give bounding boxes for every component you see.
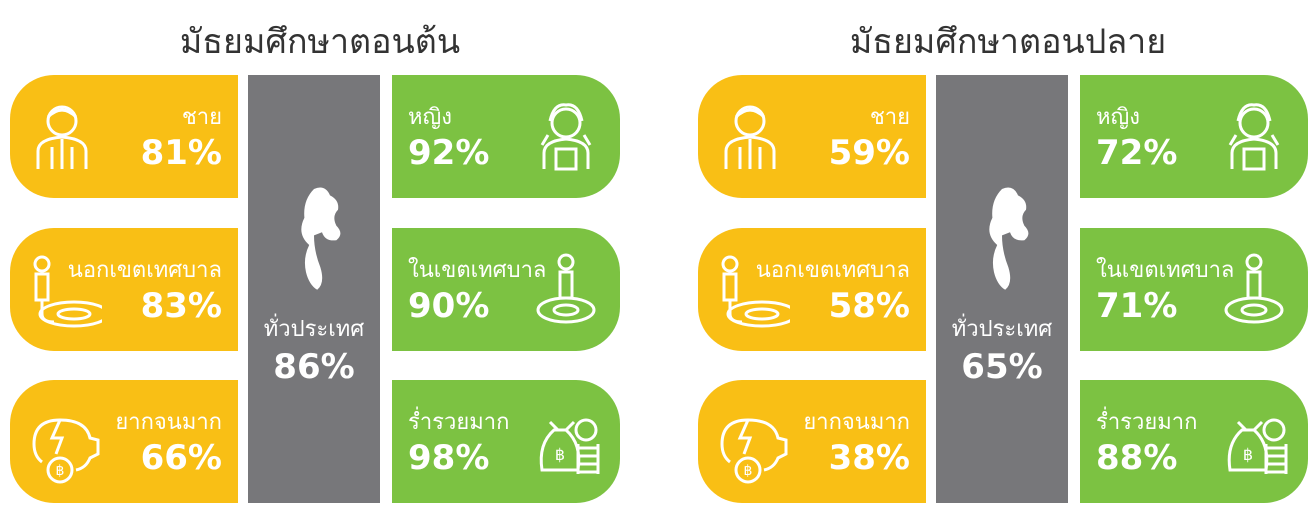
panel-title: มัธยมศึกษาตอนต้น <box>179 22 461 62</box>
national-column: ทั่วประเทศ 65% <box>936 75 1068 503</box>
right-card: ร่ำรวยมาก 98% ฿ <box>392 380 620 503</box>
icon <box>989 187 1029 290</box>
icon: ฿ <box>539 418 600 474</box>
card-label: ชาย <box>181 105 222 130</box>
card-label: ในเขตเทศบาล <box>408 258 547 283</box>
card-value: 71% <box>1096 286 1178 326</box>
card-value: 66% <box>140 438 222 478</box>
card-value: 59% <box>828 133 910 173</box>
card-label: นอกเขตเทศบาล <box>67 258 222 283</box>
national-value: 86% <box>273 347 355 387</box>
icon: ฿ <box>1227 418 1288 474</box>
card-value: 83% <box>140 286 222 326</box>
card-label: หญิง <box>408 105 452 130</box>
icon <box>36 105 88 169</box>
card-label: ร่ำรวยมาก <box>1096 410 1198 435</box>
svg-text:฿: ฿ <box>1243 445 1253 464</box>
icon <box>33 255 102 328</box>
icon <box>721 255 790 328</box>
left-card: นอกเขตเทศบาล 58% <box>698 228 926 351</box>
card-label: ในเขตเทศบาล <box>1096 258 1235 283</box>
icon <box>1228 103 1280 171</box>
icon: ฿ <box>32 418 100 484</box>
right-card: หญิง 92% <box>392 75 620 198</box>
icon <box>1224 253 1284 324</box>
card-label: ยากจนมาก <box>803 410 910 435</box>
left-card: ชาย 81% <box>10 75 238 198</box>
card-label: ร่ำรวยมาก <box>408 410 510 435</box>
national-label: ทั่วประเทศ <box>263 317 365 342</box>
card-value: 98% <box>408 438 490 478</box>
national-column: ทั่วประเทศ 86% <box>248 75 380 503</box>
card-value: 90% <box>408 286 490 326</box>
right-card: ในเขตเทศบาล 90% <box>392 228 620 351</box>
national-value: 65% <box>961 347 1043 387</box>
left-card: นอกเขตเทศบาล 83% <box>10 228 238 351</box>
icon <box>536 253 596 324</box>
card-value: 92% <box>408 133 490 173</box>
icon <box>724 105 776 169</box>
icon: ฿ <box>720 418 788 484</box>
left-card: ยากจนมาก 38% ฿ <box>698 380 926 503</box>
card-label: หญิง <box>1096 105 1140 130</box>
svg-text:฿: ฿ <box>744 463 753 479</box>
national-label: ทั่วประเทศ <box>951 317 1053 342</box>
right-card: หญิง 72% <box>1080 75 1308 198</box>
right-card: ในเขตเทศบาล 71% <box>1080 228 1308 351</box>
svg-text:฿: ฿ <box>56 463 65 479</box>
icon <box>301 187 341 290</box>
right-card: ร่ำรวยมาก 88% ฿ <box>1080 380 1308 503</box>
card-value: 81% <box>140 133 222 173</box>
left-card: ยากจนมาก 66% ฿ <box>10 380 238 503</box>
card-value: 58% <box>828 286 910 326</box>
svg-text:฿: ฿ <box>555 445 565 464</box>
card-value: 38% <box>828 438 910 478</box>
card-value: 88% <box>1096 438 1178 478</box>
left-card: ชาย 59% <box>698 75 926 198</box>
icon <box>540 103 592 171</box>
card-label: ยากจนมาก <box>115 410 222 435</box>
panel-title: มัธยมศึกษาตอนปลาย <box>849 22 1167 62</box>
card-value: 72% <box>1096 133 1178 173</box>
card-label: ชาย <box>869 105 910 130</box>
card-label: นอกเขตเทศบาล <box>755 258 910 283</box>
